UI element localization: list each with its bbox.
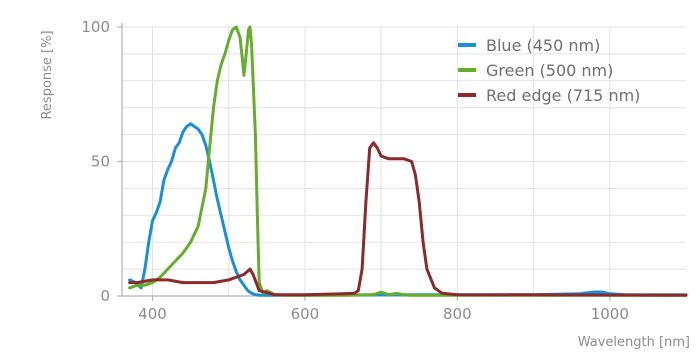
y-tick-label: 0 xyxy=(100,287,110,305)
grid-lines xyxy=(122,26,686,296)
x-tick-label: 600 xyxy=(291,305,320,323)
series-line-2 xyxy=(128,25,688,297)
legend-label-1: Blue (450 nm) xyxy=(486,36,600,55)
series-line-3 xyxy=(128,141,688,297)
legend-label-3: Red edge (715 nm) xyxy=(486,86,640,105)
legend-label-2: Green (500 nm) xyxy=(486,61,613,80)
x-tick-label: 800 xyxy=(443,305,472,323)
tick-labels: 0 50 100 400 600 800 1000 xyxy=(81,18,629,323)
y-tick-label: 50 xyxy=(91,153,110,171)
series-lines xyxy=(128,25,688,297)
y-tick-label: 100 xyxy=(81,18,110,36)
y-axis-title: Response [%] xyxy=(40,30,55,119)
x-tick-label: 1000 xyxy=(591,305,629,323)
x-tick-label: 400 xyxy=(138,305,167,323)
x-axis-title: Wavelength [nm] xyxy=(578,335,690,350)
legend: Blue (450 nm) Green (500 nm) Red edge (715… xyxy=(458,36,640,105)
